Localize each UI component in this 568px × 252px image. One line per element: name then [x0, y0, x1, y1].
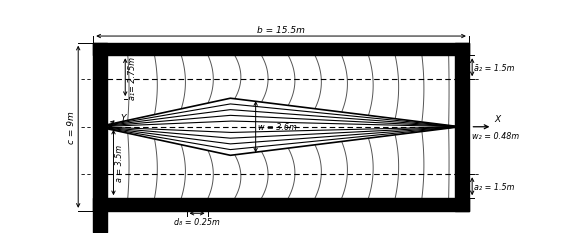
Text: w₂ = 0.48m: w₂ = 0.48m	[472, 131, 519, 140]
Text: X: X	[494, 114, 500, 123]
Text: w₁ = 0.6m: w₁ = 0.6m	[108, 203, 151, 211]
Text: b = 15.5m: b = 15.5m	[257, 26, 305, 35]
Text: ā₂ = 1.5m: ā₂ = 1.5m	[474, 64, 514, 73]
Text: a₁= 2.75m: a₁= 2.75m	[128, 56, 137, 99]
Text: a₂ = 1.5m: a₂ = 1.5m	[474, 182, 514, 191]
Text: w = 3.6m: w = 3.6m	[258, 123, 297, 132]
Text: c = 9m: c = 9m	[66, 111, 76, 144]
Text: a = 3.5m: a = 3.5m	[115, 144, 124, 181]
Text: Y: Y	[120, 113, 126, 122]
Text: d₈ = 0.25m: d₈ = 0.25m	[174, 218, 220, 227]
